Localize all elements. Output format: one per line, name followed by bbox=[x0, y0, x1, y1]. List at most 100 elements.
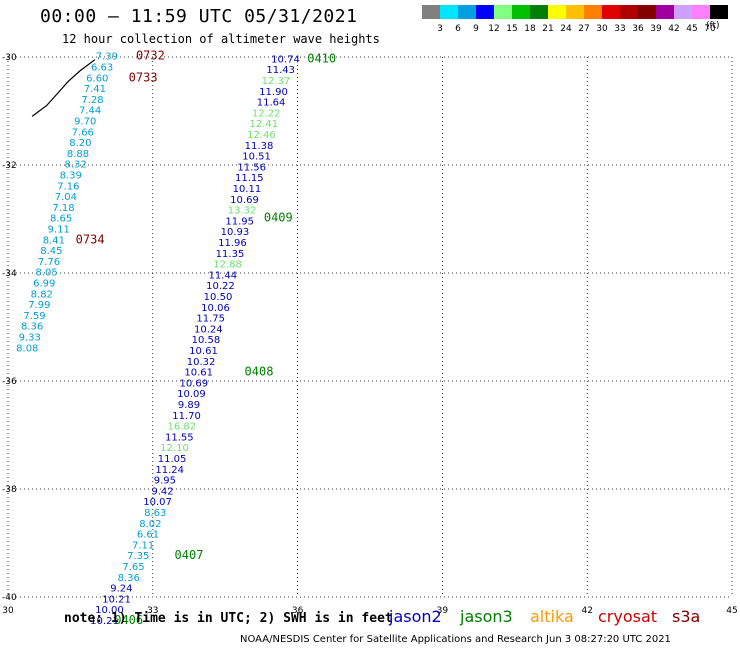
wave-height-value: 6.63 bbox=[91, 63, 113, 74]
pass-time-label: 0410 bbox=[307, 51, 336, 65]
wave-height-value: 7.59 bbox=[23, 311, 45, 322]
wave-height-value: 10.22 bbox=[206, 281, 235, 292]
wave-height-value: 7.41 bbox=[84, 84, 106, 95]
wave-height-value: 8.65 bbox=[50, 214, 72, 225]
lon-tick-label: 45 bbox=[726, 606, 737, 616]
credit-line: NOAA/NESDIS Center for Satellite Applica… bbox=[240, 634, 671, 645]
legend-swatch bbox=[476, 5, 494, 19]
legend-swatch bbox=[422, 5, 440, 19]
wave-height-value: 10.69 bbox=[179, 378, 208, 389]
pass-time-label: 0409 bbox=[264, 211, 293, 225]
legend-swatch bbox=[494, 5, 512, 19]
wave-height-value: 11.05 bbox=[158, 454, 187, 465]
lat-tick-label: -36 bbox=[2, 377, 17, 387]
lat-tick-label: -38 bbox=[2, 485, 17, 495]
wave-height-value: 11.70 bbox=[172, 411, 201, 422]
lon-tick-label: 42 bbox=[581, 606, 592, 616]
wave-height-value: 10.32 bbox=[187, 357, 216, 368]
wave-height-value: 10.51 bbox=[242, 152, 271, 163]
lat-tick-label: -40 bbox=[2, 593, 17, 603]
satellite-cryosat: cryosat bbox=[598, 607, 658, 626]
wave-height-value: 10.61 bbox=[189, 346, 218, 357]
pass-time-label: 0408 bbox=[245, 365, 274, 379]
wave-height-value: 11.44 bbox=[208, 270, 237, 281]
wave-height-value: 8.36 bbox=[21, 322, 43, 333]
legend-label: 18 bbox=[524, 24, 536, 34]
wave-height-value: 7.44 bbox=[79, 106, 101, 117]
wave-height-value: 7.66 bbox=[72, 127, 94, 138]
coastline bbox=[31, 59, 96, 117]
legend-swatch bbox=[530, 5, 548, 19]
legend-label: 12 bbox=[488, 24, 499, 34]
wave-height-value: 10.21 bbox=[102, 594, 131, 605]
wave-height-value: 10.11 bbox=[233, 184, 262, 195]
pass-time-label: 0733 bbox=[129, 70, 158, 84]
legend-label: 70 bbox=[704, 24, 716, 34]
wave-height-value: 11.90 bbox=[259, 87, 288, 98]
wave-height-value: 10.21 bbox=[90, 616, 119, 627]
lon-tick-label: 36 bbox=[292, 606, 304, 616]
legend-label: 24 bbox=[560, 24, 572, 34]
wave-height-value: 12.22 bbox=[252, 108, 281, 119]
wave-height-value: 10.09 bbox=[177, 389, 206, 400]
legend-label: 3 bbox=[437, 24, 443, 34]
wave-height-value: 11.75 bbox=[196, 314, 225, 325]
wave-height-value: 10.69 bbox=[230, 195, 259, 206]
footnote: note: 1) Time is in UTC; 2) SWH is in fe… bbox=[64, 611, 393, 626]
wave-height-value: 12.88 bbox=[213, 260, 242, 271]
legend-swatch bbox=[602, 5, 620, 19]
lon-tick-label: 39 bbox=[437, 606, 449, 616]
color-legend: 3 6 9 12 15 18 21 24 27 30 33 36 39 42 45 70 bbox=[422, 5, 728, 34]
legend-label: 6 bbox=[455, 24, 461, 34]
legend-swatch bbox=[584, 5, 602, 19]
wave-height-value: 8.36 bbox=[118, 573, 140, 584]
page-subtitle: 12 hour collection of altimeter wave hei… bbox=[62, 32, 380, 46]
wave-height-value: 8.45 bbox=[40, 246, 62, 257]
wave-height-value: 10.24 bbox=[194, 324, 223, 335]
wave-height-value: 12.37 bbox=[262, 76, 291, 87]
legend-label: 42 bbox=[668, 24, 679, 34]
wave-height-value: 11.96 bbox=[218, 238, 247, 249]
wave-height-value: 6.61 bbox=[137, 530, 159, 541]
wave-height-value: 9.11 bbox=[48, 225, 70, 236]
wave-height-value: 9.24 bbox=[110, 584, 132, 595]
wave-height-value: 12.10 bbox=[160, 443, 189, 454]
wave-height-value: 11.43 bbox=[266, 65, 295, 76]
wave-height-value: 7.16 bbox=[57, 181, 79, 192]
legend-label: 36 bbox=[632, 24, 644, 34]
wave-height-value: 8.82 bbox=[31, 289, 53, 300]
wave-height-value: 11.24 bbox=[155, 465, 184, 476]
satellite-s3a: s3a bbox=[672, 607, 701, 626]
wave-height-value: 10.61 bbox=[184, 368, 213, 379]
wave-height-value: 11.56 bbox=[237, 162, 266, 173]
legend-swatch bbox=[692, 5, 710, 19]
wave-height-value: 8.05 bbox=[35, 268, 57, 279]
lat-tick-label: -32 bbox=[2, 161, 17, 171]
wave-height-value: 8.02 bbox=[139, 519, 161, 530]
wave-height-value: 8.39 bbox=[60, 171, 82, 182]
legend-swatch bbox=[440, 5, 458, 19]
legend-label: 33 bbox=[614, 24, 625, 34]
legend-swatch bbox=[548, 5, 566, 19]
legend-label: 9 bbox=[473, 24, 479, 34]
pass-time-label: 0732 bbox=[136, 49, 165, 63]
wave-height-value: 11.55 bbox=[165, 432, 194, 443]
pass-time-label: 0407 bbox=[175, 548, 204, 562]
wave-height-value: 7.65 bbox=[122, 562, 144, 573]
legend-label: 39 bbox=[650, 24, 662, 34]
legend-swatch bbox=[458, 5, 476, 19]
wave-height-value: 7.39 bbox=[96, 52, 118, 63]
wave-height-value: 16.82 bbox=[167, 422, 196, 433]
wave-height-value: 10.06 bbox=[201, 303, 230, 314]
legend-swatch bbox=[620, 5, 638, 19]
pass-time-label: 0406 bbox=[114, 613, 143, 627]
legend-swatch bbox=[710, 5, 728, 19]
wave-height-value: 7.35 bbox=[127, 551, 149, 562]
wave-height-value: 9.42 bbox=[151, 486, 173, 497]
wave-height-value: 11.95 bbox=[225, 216, 254, 227]
wave-height-value: 10.00 bbox=[95, 605, 124, 616]
legend-label: 27 bbox=[578, 24, 589, 34]
wave-height-value: 11.64 bbox=[257, 98, 286, 109]
legend-swatch bbox=[638, 5, 656, 19]
